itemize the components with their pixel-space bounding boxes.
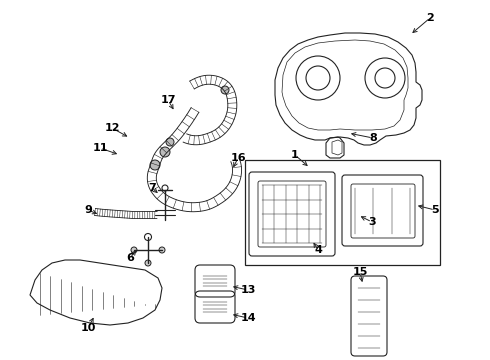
Circle shape — [159, 247, 165, 253]
Text: 17: 17 — [160, 95, 176, 105]
Text: 3: 3 — [368, 217, 376, 227]
Text: 7: 7 — [148, 183, 156, 193]
Text: 1: 1 — [291, 150, 299, 160]
Text: 5: 5 — [431, 205, 439, 215]
Circle shape — [160, 147, 170, 157]
Text: 14: 14 — [240, 313, 256, 323]
Circle shape — [145, 260, 151, 266]
Text: 12: 12 — [104, 123, 120, 133]
Text: 2: 2 — [426, 13, 434, 23]
Circle shape — [166, 138, 174, 146]
Text: 4: 4 — [314, 245, 322, 255]
Circle shape — [150, 160, 160, 170]
Text: 10: 10 — [80, 323, 96, 333]
Circle shape — [131, 247, 137, 253]
Text: 15: 15 — [352, 267, 368, 277]
Text: 16: 16 — [230, 153, 246, 163]
Text: 13: 13 — [240, 285, 256, 295]
Bar — [245, 160, 440, 265]
Text: 6: 6 — [126, 253, 134, 263]
Text: 11: 11 — [92, 143, 108, 153]
Text: 9: 9 — [84, 205, 92, 215]
Circle shape — [221, 86, 229, 94]
Text: 8: 8 — [369, 133, 377, 143]
